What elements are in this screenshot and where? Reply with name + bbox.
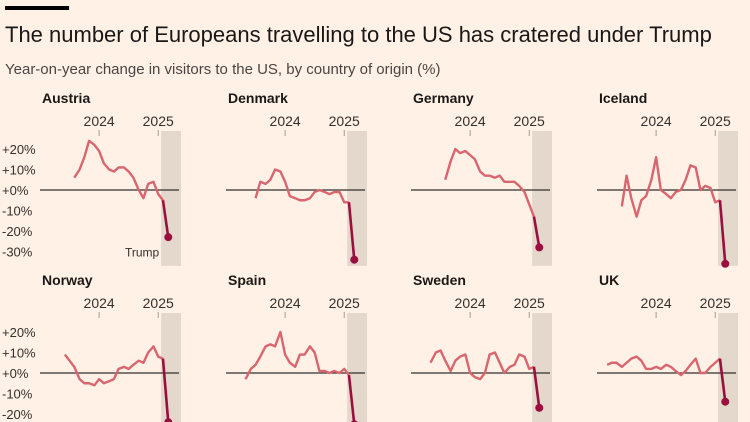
panel-germany: Germany 2024 2025 <box>411 90 552 266</box>
trump-segment <box>718 200 727 264</box>
brand-bar <box>5 6 69 10</box>
end-point <box>164 233 173 242</box>
y-tick-label: +10% <box>2 163 36 178</box>
x-tick-label-2024: 2024 <box>641 295 672 311</box>
x-tick-label-2025: 2025 <box>329 113 360 129</box>
chart-title: The number of Europeans travelling to th… <box>5 22 712 47</box>
panel-sweden: Sweden 2024 2025 <box>411 272 552 422</box>
series-line <box>254 168 349 204</box>
panel-title: Germany <box>413 90 474 106</box>
x-tick-label-2025: 2025 <box>329 295 360 311</box>
trump-segment <box>347 374 356 422</box>
series-line <box>73 139 164 201</box>
trump-shade <box>347 313 367 422</box>
panel-title: UK <box>599 272 619 288</box>
panel-title: Spain <box>228 272 266 288</box>
y-tick-label: -10% <box>2 387 33 402</box>
trump-segment <box>161 358 170 422</box>
panel-title: Norway <box>42 272 93 288</box>
panel-title: Iceland <box>599 90 647 106</box>
x-tick-label-2025: 2025 <box>143 295 174 311</box>
y-tick-label: +20% <box>2 142 36 157</box>
y-tick-label: +0% <box>2 366 29 381</box>
y-tick-label: -30% <box>2 245 33 260</box>
chart-subtitle: Year-on-year change in visitors to the U… <box>5 61 441 78</box>
trump-segment <box>718 358 727 402</box>
x-tick-label-2024: 2024 <box>641 113 672 129</box>
x-tick-label-2024: 2024 <box>84 295 115 311</box>
y-tick-label: -10% <box>2 204 33 219</box>
x-tick-label-2024: 2024 <box>455 295 486 311</box>
panel-title: Sweden <box>413 272 466 288</box>
trump-shade <box>161 131 181 266</box>
series-line <box>606 355 721 377</box>
trump-segment <box>347 202 356 260</box>
end-point <box>535 403 544 412</box>
series-line <box>244 330 350 380</box>
series-line <box>63 345 164 387</box>
end-point <box>164 418 173 422</box>
end-point <box>535 243 544 252</box>
trump-segment <box>532 366 541 409</box>
end-point <box>350 255 359 264</box>
x-tick-label-2024: 2024 <box>270 113 301 129</box>
annotation-label: Trump <box>125 246 160 260</box>
y-tick-label: -20% <box>2 407 33 422</box>
trump-segment <box>532 216 541 248</box>
x-tick-label-2025: 2025 <box>700 113 731 129</box>
x-tick-label-2025: 2025 <box>514 113 545 129</box>
x-tick-label-2024: 2024 <box>455 113 486 129</box>
panel-title: Denmark <box>228 90 288 106</box>
y-tick-label: +20% <box>2 325 36 340</box>
end-point <box>721 397 730 406</box>
x-tick-label-2024: 2024 <box>270 295 301 311</box>
panel-austria: Austria 2024 2025 +20% +10% +0% -10% -20% -30% Tr… <box>2 90 181 266</box>
panel-norway: Norway 2024 2025 +20% +10% +0% -10% -20% <box>2 272 181 422</box>
x-tick-label-2025: 2025 <box>143 113 174 129</box>
series-line <box>444 147 536 218</box>
y-tick-label: +0% <box>2 183 29 198</box>
x-tick-label-2025: 2025 <box>514 295 545 311</box>
trump-segment <box>161 200 170 238</box>
panel-title: Austria <box>42 90 90 106</box>
trump-shade <box>347 131 367 266</box>
x-tick-label-2024: 2024 <box>84 113 115 129</box>
panel-iceland: Iceland 2024 2025 <box>597 90 738 268</box>
y-tick-label: -20% <box>2 224 33 239</box>
series-line <box>620 155 721 218</box>
series-line <box>429 349 535 381</box>
end-point <box>721 259 730 268</box>
panel-uk: UK 2024 2025 <box>597 272 738 422</box>
trump-shade <box>718 131 738 266</box>
x-tick-label-2025: 2025 <box>700 295 731 311</box>
y-tick-label: +10% <box>2 346 36 361</box>
panel-denmark: Denmark 2024 2025 <box>226 90 367 266</box>
